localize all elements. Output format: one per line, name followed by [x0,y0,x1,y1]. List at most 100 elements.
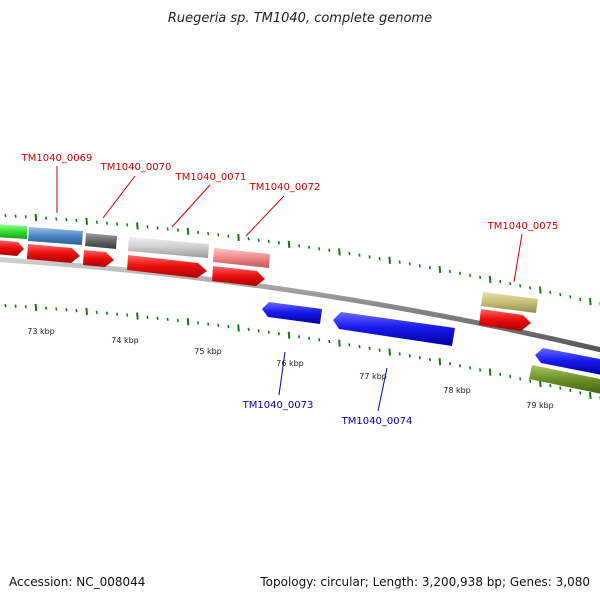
inner-row-minor-tick [95,310,98,314]
outer-row-minor-tick [579,297,582,301]
outer-tick-marks [4,213,600,306]
inner-row-major-tick [438,358,442,366]
outer-row-major-tick [237,233,240,241]
feature-block-khaki[interactable] [481,292,538,313]
gene-label-TM1040_0073[interactable]: TM1040_0073 [242,400,314,411]
inner-row-major-tick [488,368,492,376]
outer-row-major-tick [136,222,139,230]
feature-block-green[interactable] [0,224,27,239]
outer-row-minor-tick [55,217,58,221]
inner-row-minor-tick [328,339,331,344]
inner-row-minor-tick [267,330,270,334]
outer-row-minor-tick [318,247,321,251]
outer-row-minor-tick [65,218,68,222]
inner-row-minor-tick [176,318,179,323]
gene-arrow-reverse-partial[interactable] [535,348,600,376]
gene-label-TM1040_0071[interactable]: TM1040_0071 [175,172,247,183]
inner-row-minor-tick [529,379,532,383]
feature-block-pink[interactable] [213,248,270,268]
outer-row-minor-tick [469,273,472,278]
outer-row-minor-tick [479,275,482,280]
gene-arrow-forward-partial[interactable] [0,240,24,256]
outer-row-major-tick [539,286,542,294]
outer-row-minor-tick [569,295,572,299]
outer-row-major-tick [589,298,592,306]
gene-arrow-TM1040_0075[interactable] [479,309,531,331]
outer-row-minor-tick [4,213,7,218]
outer-row-minor-tick [398,260,401,264]
reverse-strand-track [262,302,600,376]
outer-row-minor-tick [348,251,351,256]
outer-row-minor-tick [116,222,119,226]
inner-row-minor-tick [24,305,27,309]
outer-row-major-tick [34,213,38,222]
outer-row-major-tick [438,265,442,274]
outer-row-minor-tick [257,238,260,242]
inner-row-minor-tick [247,327,250,332]
outer-row-minor-tick [197,230,200,235]
outer-row-minor-tick [358,253,361,257]
outer-row-minor-tick [368,255,371,259]
map-title: Ruegeria sp. TM1040, complete genome [168,11,432,26]
forward-strand-track [0,240,531,331]
gene-label-TM1040_0074[interactable]: TM1040_0074 [341,416,413,427]
inner-row-minor-tick [75,308,78,313]
feature-block-darkgray[interactable] [85,233,117,249]
outer-row-major-tick [338,248,341,256]
feature-track-upper [0,224,600,395]
label-leader-lines [56,166,523,412]
gene-arrow-TM1040_0070[interactable] [83,250,114,267]
outer-row-minor-tick [428,265,431,270]
gene-label-TM1040_0069[interactable]: TM1040_0069 [21,153,93,164]
inner-row-major-tick [136,312,139,320]
leader-line-TM1040_0071 [171,184,211,228]
outer-row-minor-tick [247,237,250,241]
inner-row-minor-tick [227,325,230,329]
scale-label-78kbp: 78 kbp [443,386,471,395]
outer-row-major-tick [388,256,391,264]
feature-block-steelblue[interactable] [28,227,83,245]
gene-arrow-TM1040_0073[interactable] [262,302,322,324]
inner-row-minor-tick [448,362,452,366]
gene-arrow-TM1040_0074[interactable] [333,312,455,346]
inner-row-minor-tick [549,384,552,388]
outer-row-minor-tick [549,290,552,295]
leader-line-TM1040_0073 [278,351,286,396]
gene-label-TM1040_0075[interactable]: TM1040_0075 [487,221,559,232]
inner-row-minor-tick [55,307,58,311]
inner-row-major-tick [338,339,341,347]
outer-row-minor-tick [146,225,149,229]
inner-row-minor-tick [368,346,371,351]
inner-row-minor-tick [197,321,200,325]
outer-row-minor-tick [499,279,502,284]
outer-row-minor-tick [408,262,411,266]
feature-block-olive[interactable] [529,365,600,395]
gene-label-TM1040_0070[interactable]: TM1040_0070 [100,162,172,173]
leader-line-TM1040_0072 [245,195,285,237]
outer-row-minor-tick [559,292,562,297]
inner-row-minor-tick [207,322,210,326]
outer-row-minor-tick [529,286,532,290]
inner-row-minor-tick [116,312,119,316]
inner-row-minor-tick [469,366,472,370]
outer-row-minor-tick [378,256,381,261]
outer-row-minor-tick [105,221,109,225]
inner-row-minor-tick [378,348,381,352]
inner-row-minor-tick [398,352,401,356]
inner-row-minor-tick [559,386,562,390]
scale-label-77kbp: 77 kbp [359,372,387,381]
feature-block-lightgray[interactable] [128,237,209,258]
inner-row-minor-tick [257,329,260,333]
outer-row-minor-tick [298,244,301,248]
gene-arrow-TM1040_0072[interactable] [212,266,265,286]
inner-row-minor-tick [298,335,301,339]
outer-row-minor-tick [126,223,129,227]
gene-arrow-TM1040_0071[interactable] [127,255,207,278]
outer-row-major-tick [287,240,291,248]
inner-row-minor-tick [156,316,159,320]
gene-label-TM1040_0072[interactable]: TM1040_0072 [249,182,321,193]
scale-label-75kbp: 75 kbp [194,347,222,356]
inner-row-minor-tick [126,313,129,317]
gene-arrow-TM1040_0069[interactable] [27,244,80,263]
